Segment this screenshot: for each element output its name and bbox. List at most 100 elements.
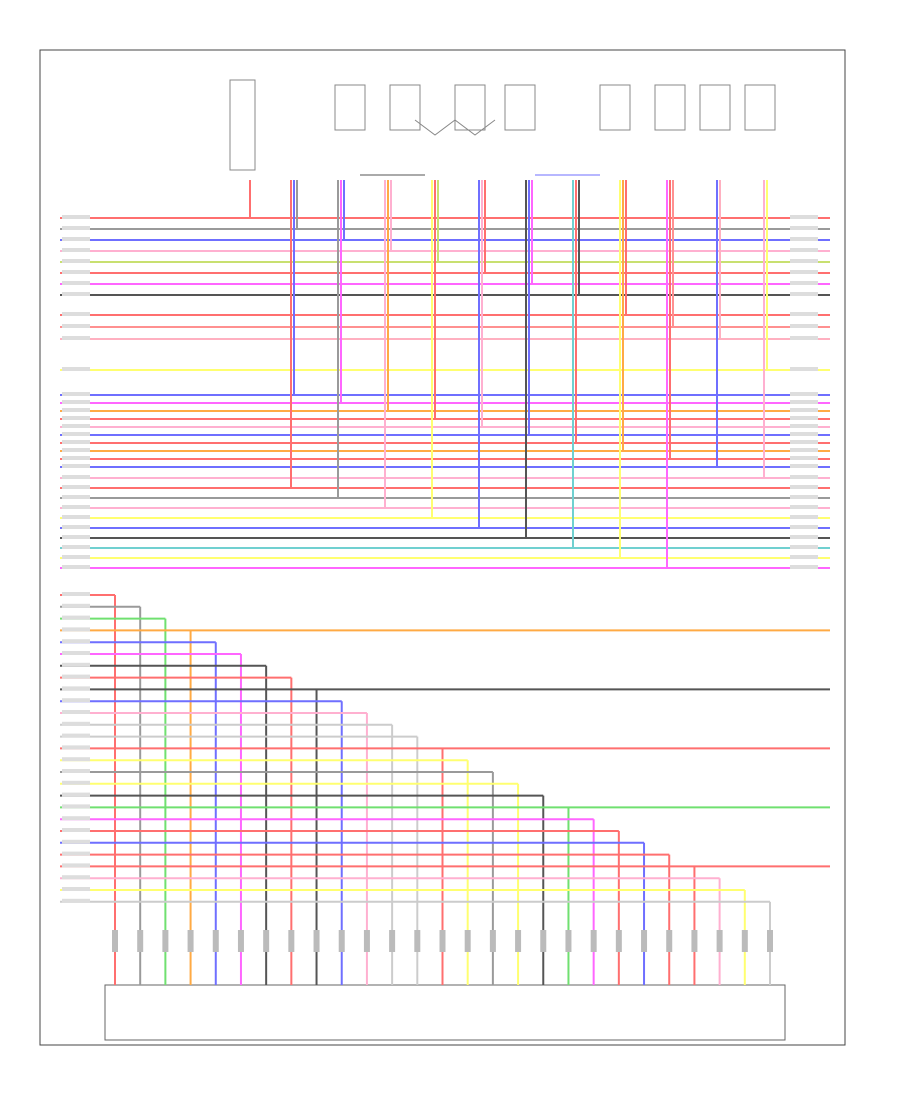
wire-label — [790, 392, 818, 396]
wire-label — [62, 392, 90, 396]
wire-label — [62, 515, 90, 519]
wire-label — [62, 440, 90, 444]
relay — [389, 84, 421, 131]
pin — [464, 930, 471, 952]
pin — [540, 930, 547, 952]
wire-label — [790, 312, 818, 316]
relay — [744, 84, 776, 131]
pin — [212, 930, 219, 952]
relay — [504, 84, 536, 131]
wire-label — [62, 674, 90, 679]
relay — [454, 84, 486, 131]
pin — [590, 930, 597, 952]
pin — [187, 930, 194, 952]
wire-label — [62, 839, 90, 844]
wire-label — [62, 627, 90, 632]
wire-label — [62, 464, 90, 468]
wire-label — [790, 456, 818, 460]
pin — [263, 930, 270, 952]
wire-label — [62, 424, 90, 428]
wire-label — [62, 432, 90, 436]
wire-label — [790, 292, 818, 296]
wire-label — [790, 505, 818, 509]
pin — [414, 930, 421, 952]
wire-label — [62, 475, 90, 479]
wire-label — [790, 485, 818, 489]
wire-label — [62, 639, 90, 644]
wire-label — [62, 698, 90, 703]
wire-label — [62, 270, 90, 274]
wire-label — [790, 270, 818, 274]
wire-label — [62, 769, 90, 773]
wire-label — [62, 555, 90, 559]
wire-label — [62, 226, 90, 230]
wire-label — [62, 312, 90, 316]
wires — [60, 180, 830, 985]
wire-label — [62, 324, 90, 328]
wire-label — [62, 336, 90, 340]
wire-label — [62, 495, 90, 499]
wire-label — [790, 400, 818, 404]
pin — [515, 930, 522, 952]
wire-label — [790, 248, 818, 252]
wire-label — [790, 440, 818, 444]
wire-label — [62, 792, 90, 797]
wire-label — [790, 555, 818, 559]
wire-label — [62, 281, 90, 285]
wire-label — [62, 215, 90, 219]
wire-label — [790, 525, 818, 529]
pin — [439, 930, 446, 952]
wire-label — [790, 259, 818, 263]
wire-label — [790, 215, 818, 219]
wire-label — [62, 733, 90, 738]
wire-label — [790, 448, 818, 452]
wire-label — [790, 565, 818, 569]
wire-label — [62, 863, 90, 868]
wire-label — [790, 416, 818, 420]
wire-label — [62, 505, 90, 509]
wire-label — [62, 292, 90, 296]
pin — [615, 930, 622, 952]
wire-label — [62, 408, 90, 412]
wire-label — [62, 485, 90, 489]
wire-label — [62, 400, 90, 404]
pin — [162, 930, 169, 952]
wire-label — [790, 464, 818, 468]
wire-label — [62, 851, 90, 856]
wire-label — [62, 259, 90, 263]
relay — [654, 84, 686, 131]
pin — [716, 930, 723, 952]
pin — [691, 930, 698, 952]
wire-label — [62, 887, 90, 891]
relay — [699, 84, 731, 131]
wire-label — [62, 592, 90, 596]
wire-label — [790, 281, 818, 285]
control-module — [104, 984, 786, 1041]
wire-label — [62, 456, 90, 460]
wire-label — [62, 237, 90, 241]
wire-label — [62, 757, 90, 762]
wire-label — [790, 226, 818, 230]
pin — [666, 930, 673, 952]
relay — [599, 84, 631, 131]
wire-label — [62, 804, 90, 809]
components — [104, 79, 786, 1041]
wire-label — [790, 475, 818, 479]
wire-label — [790, 535, 818, 539]
wire-label — [62, 535, 90, 539]
relay — [334, 84, 366, 131]
wire-label — [62, 248, 90, 252]
wire-label — [790, 336, 818, 340]
wire-label — [62, 780, 90, 785]
wire-label — [62, 816, 90, 821]
pin — [767, 930, 773, 952]
fuse — [229, 79, 256, 171]
wire-label — [790, 515, 818, 519]
pin — [389, 930, 396, 952]
wire-label — [62, 745, 90, 750]
wire-label — [62, 367, 90, 371]
wire-label — [62, 565, 90, 569]
wire-label — [62, 545, 90, 549]
wire-label — [62, 416, 90, 420]
pin — [137, 930, 144, 952]
